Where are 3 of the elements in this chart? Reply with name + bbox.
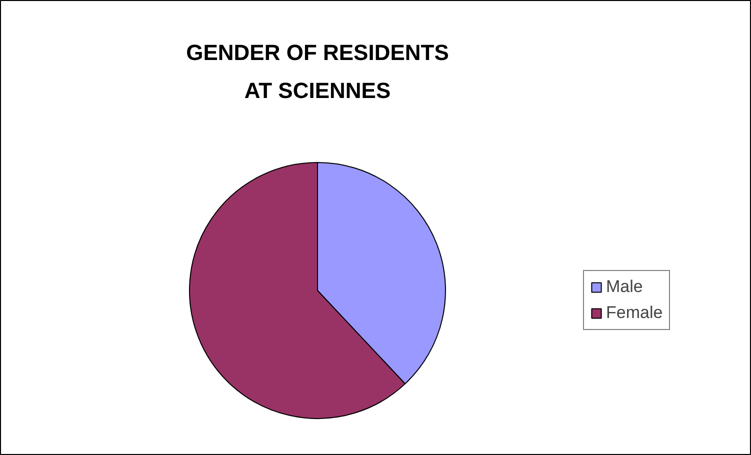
- legend-label: Male: [606, 277, 643, 297]
- chart-title: GENDER OF RESIDENTS AT SCIENNES: [186, 40, 449, 103]
- legend-label: Female: [606, 303, 663, 323]
